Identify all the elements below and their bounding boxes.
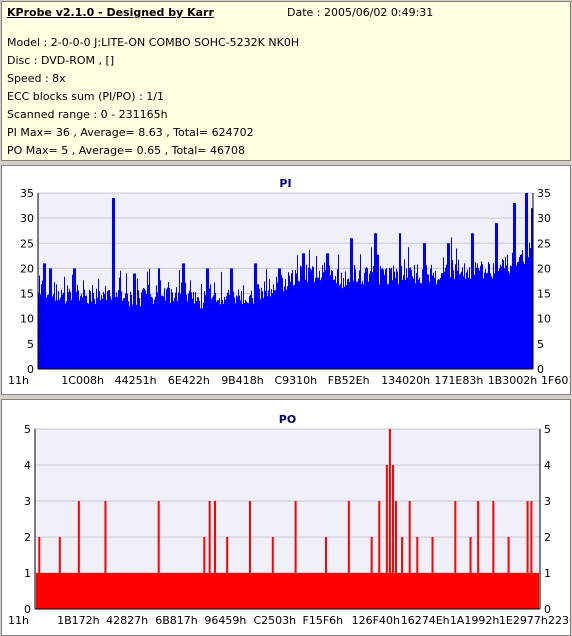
x-tick-label: 223605h — [548, 614, 570, 627]
y-tick-label-right: 4 — [544, 459, 551, 472]
po-bar — [213, 501, 216, 609]
x-tick-label: 6B817h — [155, 614, 198, 627]
po-bar — [370, 537, 373, 609]
po-bar — [226, 537, 229, 609]
po-bar — [58, 537, 61, 609]
y-tick-label-right: 10 — [537, 313, 551, 326]
y-tick-label-right: 5 — [544, 423, 551, 436]
chart-title: PI — [279, 177, 291, 190]
po-bar — [469, 537, 472, 609]
y-tick-label-right: 2 — [544, 531, 551, 544]
x-tick-label: 1B3002h — [488, 374, 538, 387]
x-tick-label: FB52Eh — [328, 374, 370, 387]
y-tick-label-left: 20 — [20, 262, 34, 275]
y-tick-label-left: 1 — [24, 567, 31, 580]
x-tick-label: 1C008h — [61, 374, 104, 387]
y-tick-label-left: 0 — [24, 603, 31, 616]
x-tick-label: 11h — [8, 374, 29, 387]
info-speed: Speed : 8x — [7, 72, 66, 85]
x-tick-label: 1B172h — [57, 614, 100, 627]
y-tick-label-right: 20 — [537, 262, 551, 275]
scan-date: Date : 2005/06/02 0:49:31 — [287, 6, 434, 19]
po-bar — [104, 501, 107, 609]
y-tick-label-right: 3 — [544, 495, 551, 508]
x-tick-label: C9310h — [275, 374, 318, 387]
po-bar — [294, 501, 297, 609]
info-disc: Disc : DVD-ROM , [] — [7, 54, 115, 67]
po-chart-panel: PO 0 0 1 1 2 2 3 3 4 4 5 5 11h 1B172h 42827h 6B817h 96459… — [1, 399, 571, 636]
po-bar — [248, 501, 251, 609]
y-tick-label-right: 25 — [537, 237, 551, 250]
x-tick-label: 171E83h — [434, 374, 483, 387]
y-tick-label-left: 15 — [20, 288, 34, 301]
po-bar — [38, 537, 41, 609]
y-tick-label-left: 2 — [24, 531, 31, 544]
po-bar — [401, 537, 404, 609]
y-tick-label-left: 25 — [20, 237, 34, 250]
y-tick-label-right: 30 — [537, 212, 551, 225]
x-tick-label: C2503h — [253, 614, 296, 627]
po-bar — [203, 537, 206, 609]
x-tick-label: 6E422h — [168, 374, 210, 387]
y-tick-label-left: 0 — [27, 363, 34, 376]
y-tick-label-right: 35 — [537, 187, 551, 200]
x-tick-label: 16274Eh — [401, 614, 450, 627]
po-bar — [431, 537, 434, 609]
po-bar — [477, 501, 480, 609]
po-bar — [530, 501, 533, 609]
x-tick-label: 126F40h — [352, 614, 400, 627]
info-ecc: ECC blocks sum (PI/PO) : 1/1 — [7, 90, 164, 103]
x-tick-label: 11h — [8, 614, 29, 627]
po-bar — [395, 501, 398, 609]
y-tick-label-right: 15 — [537, 288, 551, 301]
y-tick-label-left: 10 — [20, 313, 34, 326]
x-tick-label: 9B418h — [221, 374, 264, 387]
po-bar — [507, 537, 510, 609]
y-tick-label-left: 35 — [20, 187, 34, 200]
po-bar — [416, 537, 419, 609]
x-tick-label: 1F6015h — [541, 374, 570, 387]
x-tick-label: F15F6h — [303, 614, 344, 627]
x-tick-label: 1E2977h — [499, 614, 548, 627]
pi-chart-panel: PI 0 0 5 5 10 10 15 15 20 20 25 25 30 30 35 35 11h 1C008h 4… — [1, 165, 571, 395]
po-baseline-area — [36, 573, 539, 609]
y-tick-label-left: 5 — [27, 338, 34, 351]
y-tick-label-left: 30 — [20, 212, 34, 225]
x-tick-label: 42827h — [106, 614, 148, 627]
po-bar — [77, 501, 80, 609]
info-pi-stats: PI Max= 36 , Average= 8.63 , Total= 6247… — [7, 126, 254, 139]
y-tick-label-right: 0 — [544, 603, 551, 616]
pi-chart: PI 0 0 5 5 10 10 15 15 20 20 25 25 30 30 35 35 11h 1C008h 4… — [8, 177, 570, 387]
po-bar — [492, 501, 495, 609]
x-tick-label: 96459h — [204, 614, 246, 627]
po-bar — [271, 537, 274, 609]
app-title: KProbe v2.1.0 - Designed by Karr — [7, 6, 214, 19]
y-tick-label-left: 3 — [24, 495, 31, 508]
po-bar — [391, 465, 394, 609]
po-bar — [157, 501, 160, 609]
y-tick-label-left: 5 — [24, 423, 31, 436]
po-bar — [408, 501, 411, 609]
po-bar — [526, 501, 529, 609]
x-tick-label: 44251h — [115, 374, 157, 387]
y-tick-label-right: 5 — [537, 338, 544, 351]
po-bar — [378, 501, 381, 609]
po-bar — [208, 501, 211, 609]
chart-title: PO — [279, 413, 296, 426]
y-tick-label-right: 1 — [544, 567, 551, 580]
info-range: Scanned range : 0 - 231165h — [7, 108, 168, 121]
x-tick-label: 1A1992h — [450, 614, 500, 627]
po-chart: PO 0 0 1 1 2 2 3 3 4 4 5 5 11h 1B172h 42827h 6B817h 96459… — [8, 413, 570, 627]
po-bar — [388, 429, 391, 609]
info-model: Model : 2-0-0-0 J:LITE-ON COMBO SOHC-523… — [7, 36, 300, 49]
info-panel: KProbe v2.1.0 - Designed by Karr Date : … — [1, 1, 571, 161]
po-bar — [347, 501, 350, 609]
y-tick-label-right: 0 — [537, 363, 544, 376]
po-bar — [454, 501, 457, 609]
po-bar — [325, 537, 328, 609]
y-tick-label-left: 4 — [24, 459, 31, 472]
po-bar — [385, 465, 388, 609]
info-po-stats: PO Max= 5 , Average= 0.65 , Total= 46708 — [7, 144, 245, 157]
x-tick-label: 134020h — [381, 374, 430, 387]
